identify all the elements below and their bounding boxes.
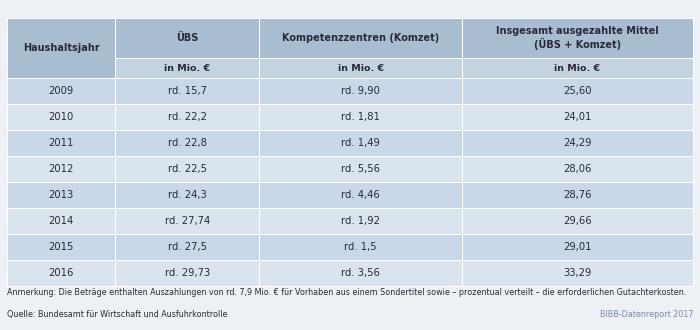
Bar (116, 234, 260, 260)
Text: Haushaltsjahr: Haushaltsjahr (23, 43, 99, 53)
Text: 24,01: 24,01 (564, 112, 592, 122)
Bar (462, 156, 693, 182)
Bar (462, 58, 693, 78)
Bar (116, 78, 260, 104)
Bar (260, 182, 462, 208)
Text: in Mio. €: in Mio. € (337, 63, 384, 73)
Text: 28,76: 28,76 (564, 190, 592, 200)
Bar (260, 208, 462, 234)
Text: rd. 22,5: rd. 22,5 (168, 164, 207, 174)
Text: 2014: 2014 (48, 216, 74, 226)
Bar (462, 130, 693, 156)
Text: rd. 3,56: rd. 3,56 (341, 268, 380, 278)
Bar (116, 182, 260, 208)
Text: rd. 1,5: rd. 1,5 (344, 242, 377, 252)
Text: 2010: 2010 (48, 112, 74, 122)
Text: 24,29: 24,29 (564, 138, 592, 148)
Bar (7, 130, 116, 156)
Text: 2013: 2013 (48, 190, 74, 200)
Text: 2011: 2011 (48, 138, 74, 148)
Bar (116, 104, 260, 130)
Text: rd. 24,3: rd. 24,3 (168, 190, 206, 200)
Text: rd. 22,2: rd. 22,2 (168, 112, 207, 122)
Bar (462, 18, 693, 58)
Text: rd. 1,92: rd. 1,92 (341, 216, 380, 226)
Text: 29,66: 29,66 (563, 216, 592, 226)
Text: 2009: 2009 (48, 86, 74, 96)
Text: 28,06: 28,06 (564, 164, 592, 174)
Bar (116, 208, 260, 234)
Text: Insgesamt ausgezahlte Mittel
(ÜBS + Komzet): Insgesamt ausgezahlte Mittel (ÜBS + Komz… (496, 26, 659, 50)
Text: rd. 5,56: rd. 5,56 (341, 164, 380, 174)
Bar (116, 156, 260, 182)
Bar (462, 182, 693, 208)
Bar (116, 58, 260, 78)
Bar (260, 234, 462, 260)
Text: rd. 22,8: rd. 22,8 (168, 138, 207, 148)
Bar (462, 260, 693, 286)
Text: rd. 1,49: rd. 1,49 (341, 138, 380, 148)
Bar (7, 208, 116, 234)
Bar (260, 156, 462, 182)
Text: ÜBS: ÜBS (176, 33, 199, 43)
Bar (260, 78, 462, 104)
Bar (260, 18, 462, 58)
Text: in Mio. €: in Mio. € (554, 63, 601, 73)
Bar (462, 78, 693, 104)
Text: Quelle: Bundesamt für Wirtschaft und Ausfuhrkontrolle: Quelle: Bundesamt für Wirtschaft und Aus… (7, 310, 228, 319)
Bar (462, 208, 693, 234)
Bar (7, 234, 116, 260)
Bar (260, 260, 462, 286)
Text: rd. 9,90: rd. 9,90 (341, 86, 380, 96)
Text: rd. 15,7: rd. 15,7 (168, 86, 207, 96)
Bar (260, 130, 462, 156)
Text: rd. 4,46: rd. 4,46 (342, 190, 380, 200)
Bar (7, 18, 116, 78)
Bar (260, 104, 462, 130)
Text: 29,01: 29,01 (564, 242, 592, 252)
Text: Anmerkung: Die Beträge enthalten Auszahlungen von rd. 7,9 Mio. € für Vorhaben au: Anmerkung: Die Beträge enthalten Auszahl… (7, 288, 686, 297)
Bar (7, 182, 116, 208)
Bar (7, 156, 116, 182)
Bar (7, 104, 116, 130)
Text: 2015: 2015 (48, 242, 74, 252)
Text: in Mio. €: in Mio. € (164, 63, 211, 73)
Bar (116, 18, 260, 58)
Text: 33,29: 33,29 (564, 268, 592, 278)
Bar (7, 78, 116, 104)
Bar (7, 260, 116, 286)
Text: Kompetenzzentren (Komzet): Kompetenzzentren (Komzet) (282, 33, 440, 43)
Text: rd. 27,74: rd. 27,74 (164, 216, 210, 226)
Bar (462, 234, 693, 260)
Bar (260, 58, 462, 78)
Bar (116, 130, 260, 156)
Text: BIBB-Datenreport 2017: BIBB-Datenreport 2017 (599, 310, 693, 319)
Text: 25,60: 25,60 (564, 86, 592, 96)
Bar (116, 260, 260, 286)
Text: rd. 27,5: rd. 27,5 (168, 242, 207, 252)
Bar (462, 104, 693, 130)
Text: rd. 29,73: rd. 29,73 (164, 268, 210, 278)
Text: rd. 1,81: rd. 1,81 (341, 112, 380, 122)
Text: 2012: 2012 (48, 164, 74, 174)
Text: 2016: 2016 (48, 268, 74, 278)
